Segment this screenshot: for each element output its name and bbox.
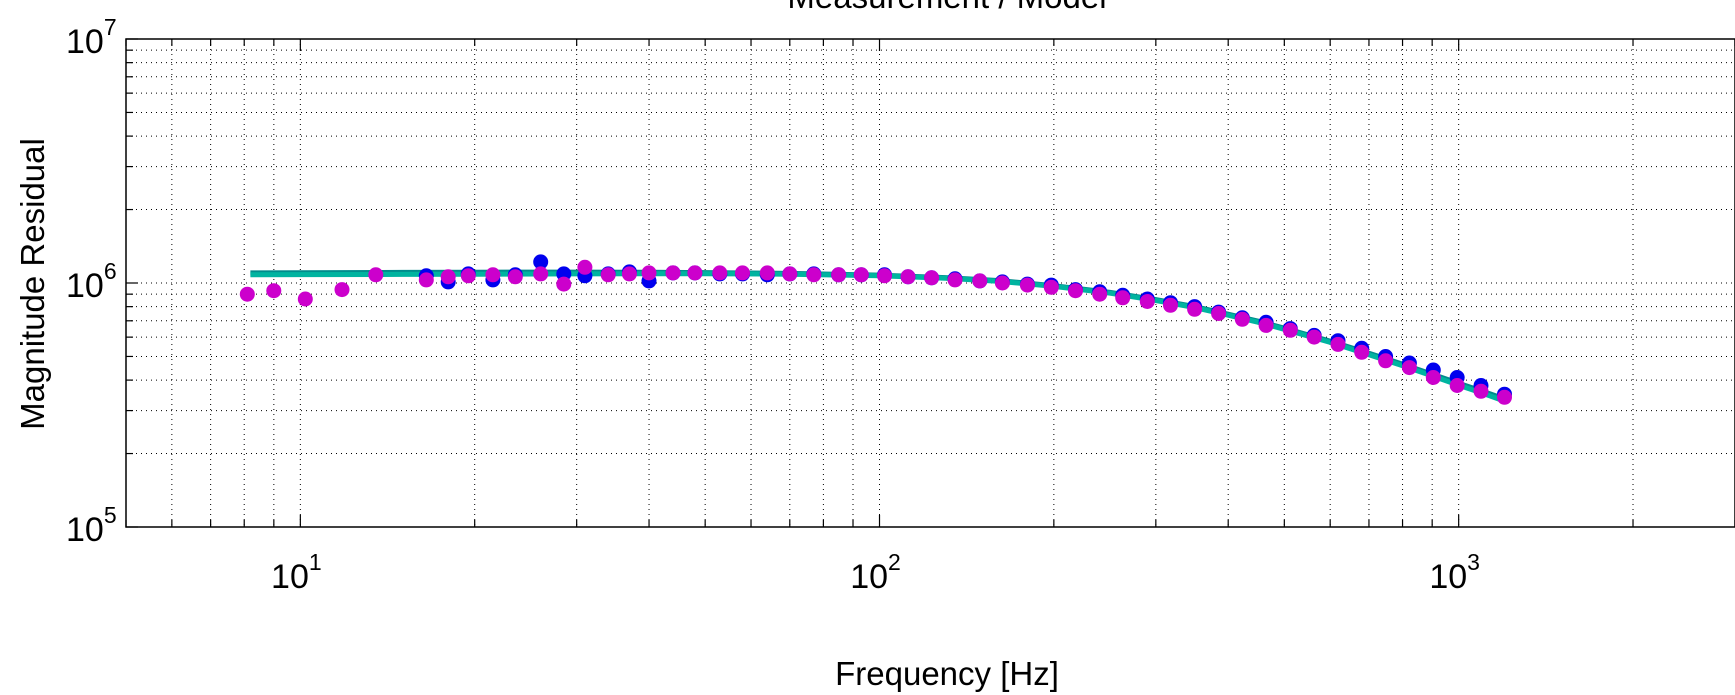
series-4-point xyxy=(665,265,681,281)
y-tick-label: 107 xyxy=(66,14,117,61)
series-group xyxy=(239,254,1512,405)
series-4-point xyxy=(556,276,572,292)
y-tick-label-exponent: 6 xyxy=(104,258,117,284)
tick-marks xyxy=(125,38,1735,528)
chart-title: Measurement / Model xyxy=(787,0,1106,15)
series-4-point xyxy=(460,268,476,284)
x-tick-label: 103 xyxy=(1429,549,1480,596)
series-4-point xyxy=(712,265,728,281)
series-4-point xyxy=(735,265,750,281)
series-4-point xyxy=(1282,322,1298,338)
series-4-point xyxy=(1258,317,1274,333)
series-4-point xyxy=(440,269,456,285)
series-4-point xyxy=(947,272,963,288)
series-4-point xyxy=(1019,277,1035,293)
series-4-point xyxy=(1187,301,1203,317)
series-4-point xyxy=(1211,306,1227,321)
x-tick-label-base: 10 xyxy=(850,558,888,596)
series-4-point xyxy=(507,269,523,285)
series-4-point xyxy=(600,267,616,283)
y-axis-label: Magnitude Residual xyxy=(14,138,51,430)
series-4-point xyxy=(1497,389,1512,405)
series-4-point xyxy=(577,259,593,275)
series-4-point xyxy=(806,267,822,283)
series-4-point xyxy=(1425,370,1441,385)
series-4-point xyxy=(782,266,798,282)
series-3-point xyxy=(533,254,549,270)
series-4-point xyxy=(1306,329,1322,345)
series-4-point xyxy=(1354,344,1370,360)
series-4-point xyxy=(900,269,916,285)
series-4-point xyxy=(877,268,892,284)
x-tick-label: 101 xyxy=(271,549,322,596)
series-4-point xyxy=(1115,290,1131,306)
x-tick-label-exponent: 3 xyxy=(1467,549,1480,575)
series-4-point xyxy=(1139,294,1155,309)
series-4-point xyxy=(621,266,637,282)
series-4-point xyxy=(1473,383,1489,399)
x-tick-label-base: 10 xyxy=(1429,558,1467,596)
series-4-point xyxy=(994,275,1010,291)
series-4-point xyxy=(297,291,313,307)
series-4-point xyxy=(972,273,988,289)
series-4-point xyxy=(266,283,282,299)
series-4-point xyxy=(1092,286,1108,302)
series-4-point xyxy=(1234,311,1250,327)
series-4-point xyxy=(1330,336,1346,352)
x-tick-label-exponent: 2 xyxy=(888,549,901,575)
series-4-point xyxy=(831,267,847,283)
series-4-point xyxy=(1378,353,1394,369)
y-tick-label-exponent: 5 xyxy=(104,502,117,528)
y-tick-label-base: 10 xyxy=(66,23,104,61)
x-tick-label-exponent: 1 xyxy=(309,549,322,575)
series-4-point xyxy=(759,265,775,281)
series-4-point xyxy=(641,265,657,281)
series-4-point xyxy=(334,282,350,298)
y-tick-label: 105 xyxy=(66,502,117,549)
series-4-point xyxy=(368,267,384,283)
y-tick-label-base: 10 xyxy=(66,267,104,305)
series-4-point xyxy=(924,270,940,286)
y-tick-label-exponent: 7 xyxy=(104,14,117,40)
series-4-point xyxy=(1401,360,1417,376)
y-tick-label: 106 xyxy=(66,258,117,305)
series-4-point xyxy=(239,286,255,302)
series-4-point xyxy=(1068,283,1083,299)
x-axis-label: Frequency [Hz] xyxy=(835,655,1059,692)
series-4-point xyxy=(1449,378,1465,393)
series-4-point xyxy=(687,265,703,281)
x-tick-label-base: 10 xyxy=(271,558,309,596)
series-4-point xyxy=(533,266,549,282)
series-4-point xyxy=(1163,297,1178,313)
series-4-point xyxy=(1043,279,1059,295)
y-tick-label-base: 10 xyxy=(66,511,104,549)
series-4-point xyxy=(418,272,434,288)
series-4-point xyxy=(485,267,501,283)
x-tick-label: 102 xyxy=(850,549,901,596)
series-4-point xyxy=(853,267,869,283)
